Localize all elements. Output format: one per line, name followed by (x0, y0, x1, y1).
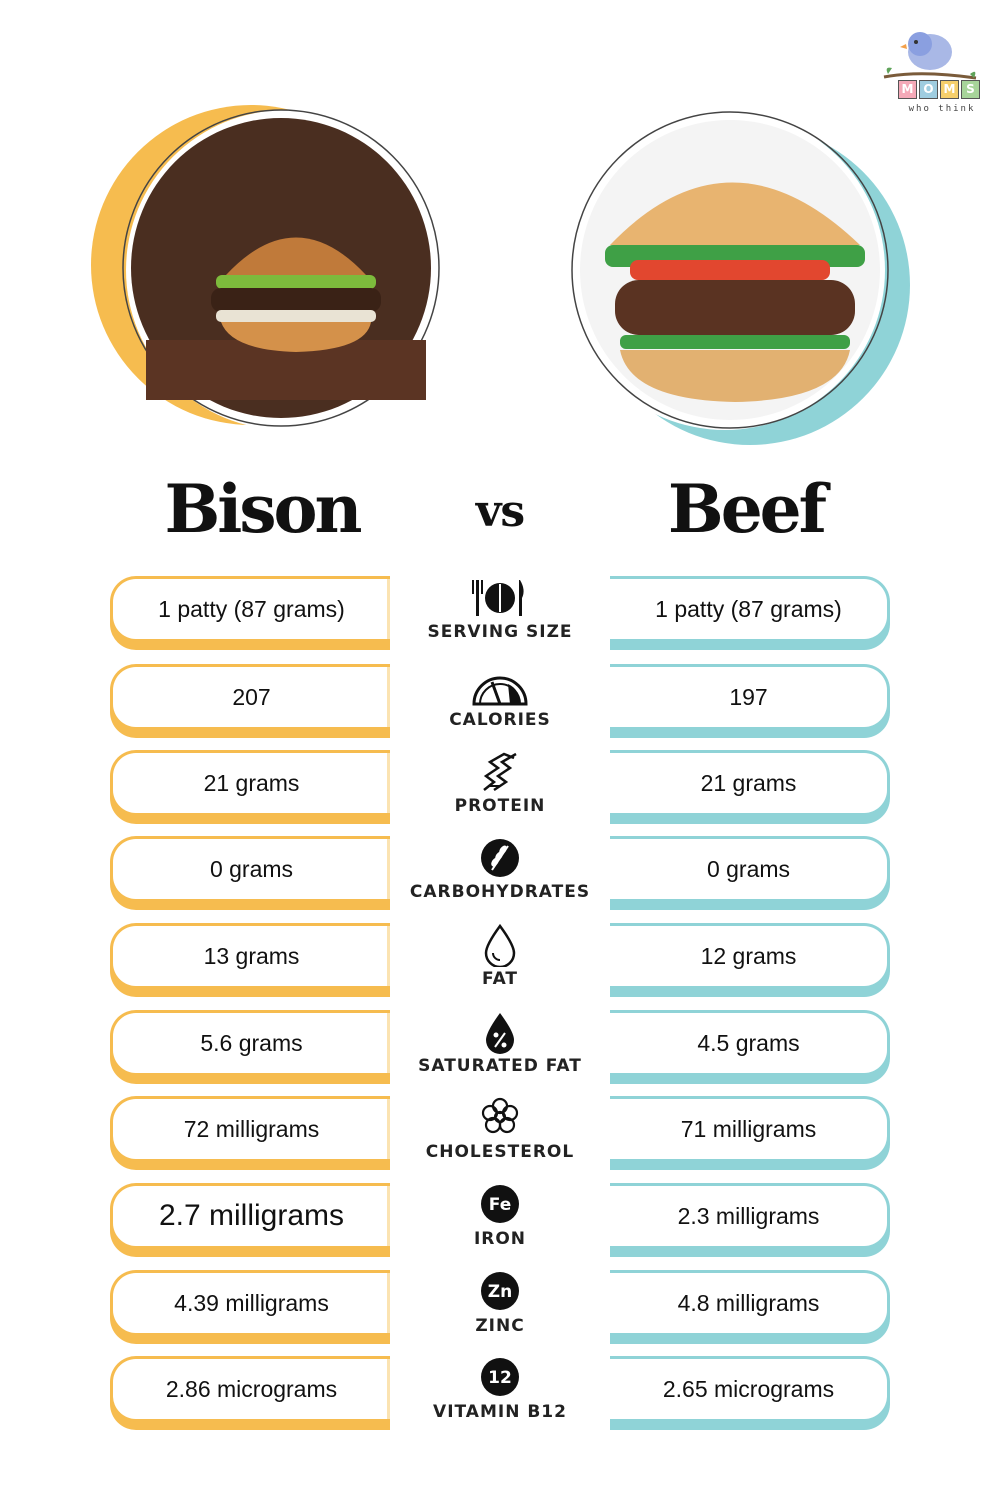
fe-badge-icon: Fe (481, 1185, 519, 1223)
row-zinc: 4.39 milligrams Zn ZINC 4.8 milligrams (0, 1266, 1000, 1350)
row-calories: 207 CALORIES 197 (0, 660, 1000, 744)
row-cholesterol: 72 milligrams CHOLESTEROL 71 milligrams (0, 1092, 1000, 1176)
logo-letter: O (919, 80, 938, 99)
row-iron: 2.7 milligrams Fe IRON 2.3 milligrams (0, 1179, 1000, 1263)
row-serving-size: 1 patty (87 grams) SERVING SIZE 1 patty … (0, 572, 1000, 656)
row-vitamin-b12: 2.86 micrograms 12 VITAMIN B12 2.65 micr… (0, 1352, 1000, 1436)
nutrient-label: ZINC (475, 1316, 525, 1336)
beef-value: 21 grams (610, 750, 890, 816)
badge-text: Fe (489, 1195, 511, 1215)
bison-value: 0 grams (110, 836, 390, 902)
logo-letters: M O M S (898, 80, 980, 99)
b12-badge-icon: 12 (481, 1358, 519, 1396)
nutrient-label-block: SATURATED FAT (400, 1010, 600, 1090)
bison-burger-image (86, 100, 446, 460)
beef-value-cell: 21 grams (602, 750, 890, 824)
bison-value-cell: 207 (110, 664, 398, 738)
beef-value: 4.8 milligrams (610, 1270, 890, 1336)
bison-value-cell: 5.6 grams (110, 1010, 398, 1084)
nutrient-label: CALORIES (449, 710, 551, 730)
protein-chain-icon (483, 752, 517, 792)
nutrient-label-block: CALORIES (400, 664, 600, 744)
logo-letter: S (961, 80, 980, 99)
beef-value: 0 grams (610, 836, 890, 902)
bison-value-cell: 2.7 milligrams (110, 1183, 398, 1257)
beef-burger-image (550, 100, 910, 460)
nutrient-label-block: CARBOHYDRATES (400, 836, 600, 916)
beef-value-cell: 71 milligrams (602, 1096, 890, 1170)
bison-value: 1 patty (87 grams) (110, 576, 390, 642)
nutrient-label: PROTEIN (454, 796, 546, 816)
bison-value-cell: 13 grams (110, 923, 398, 997)
nutrient-label-block: FAT (400, 923, 600, 1003)
bison-value-cell: 0 grams (110, 836, 398, 910)
zn-badge-icon: Zn (481, 1272, 519, 1310)
beef-value-cell: 12 grams (602, 923, 890, 997)
gauge-icon (472, 676, 528, 706)
beef-value-cell: 4.5 grams (602, 1010, 890, 1084)
bison-value: 5.6 grams (110, 1010, 390, 1076)
bison-value-cell: 2.86 micrograms (110, 1356, 398, 1430)
beef-value-cell: 0 grams (602, 836, 890, 910)
vs-label: vs (475, 486, 525, 537)
bison-value: 21 grams (110, 750, 390, 816)
utensils-plate-icon (472, 580, 524, 616)
moms-who-think-logo (883, 32, 977, 80)
bison-value-cell: 1 patty (87 grams) (110, 576, 398, 650)
beef-value: 12 grams (610, 923, 890, 989)
bison-title: Bison (164, 470, 362, 548)
bison-value: 2.7 milligrams (110, 1183, 390, 1249)
beef-value-cell: 2.3 milligrams (602, 1183, 890, 1257)
beef-title: Beef (667, 470, 827, 548)
beef-value: 197 (610, 664, 890, 730)
bison-value-cell: 72 milligrams (110, 1096, 398, 1170)
beef-value: 4.5 grams (610, 1010, 890, 1076)
beef-value: 71 milligrams (610, 1096, 890, 1162)
nutrient-label-block: Fe IRON (400, 1183, 600, 1263)
nutrient-label: VITAMIN B12 (433, 1402, 567, 1422)
bison-value: 13 grams (110, 923, 390, 989)
bison-value: 4.39 milligrams (110, 1270, 390, 1336)
beef-value-cell: 2.65 micrograms (602, 1356, 890, 1430)
nutrient-label: SATURATED FAT (418, 1056, 582, 1076)
bison-value: 207 (110, 664, 390, 730)
bison-value: 72 milligrams (110, 1096, 390, 1162)
row-fat: 13 grams FAT 12 grams (0, 919, 1000, 1003)
nutrient-label-block: SERVING SIZE (400, 576, 600, 656)
beef-value-cell: 4.8 milligrams (602, 1270, 890, 1344)
bison-value: 2.86 micrograms (110, 1356, 390, 1422)
nutrient-label: SERVING SIZE (427, 622, 573, 642)
droplet-icon (484, 923, 516, 967)
nutrient-label: IRON (473, 1229, 527, 1249)
badge-text: Zn (488, 1282, 512, 1302)
nutrient-label-block: CHOLESTEROL (400, 1096, 600, 1176)
beef-value: 2.65 micrograms (610, 1356, 890, 1422)
badge-text: 12 (488, 1368, 512, 1388)
nutrient-label-block: Zn ZINC (400, 1270, 600, 1350)
wheat-icon (481, 839, 519, 877)
row-carbohydrates: 0 grams CARBOHYDRATES 0 grams (0, 832, 1000, 916)
nutrient-label: CARBOHYDRATES (409, 882, 591, 902)
row-protein: 21 grams PROTEIN 21 grams (0, 746, 1000, 830)
nutrient-label: FAT (481, 969, 519, 989)
molecule-flower-icon (481, 1097, 519, 1134)
nutrient-label-block: 12 VITAMIN B12 (400, 1356, 600, 1436)
beef-value: 2.3 milligrams (610, 1183, 890, 1249)
bison-value-cell: 21 grams (110, 750, 398, 824)
bison-value-cell: 4.39 milligrams (110, 1270, 398, 1344)
logo-letter: M (898, 80, 917, 99)
beef-value-cell: 1 patty (87 grams) (602, 576, 890, 650)
row-saturated-fat: 5.6 grams SATURATED FAT 4.5 grams (0, 1006, 1000, 1090)
logo-tagline: who think (908, 104, 976, 114)
nutrient-label: CHOLESTEROL (425, 1142, 575, 1162)
beef-value-cell: 197 (602, 664, 890, 738)
nutrient-label-block: PROTEIN (400, 750, 600, 830)
logo-letter: M (940, 80, 959, 99)
percent-drop-icon (486, 1013, 514, 1054)
beef-value: 1 patty (87 grams) (610, 576, 890, 642)
